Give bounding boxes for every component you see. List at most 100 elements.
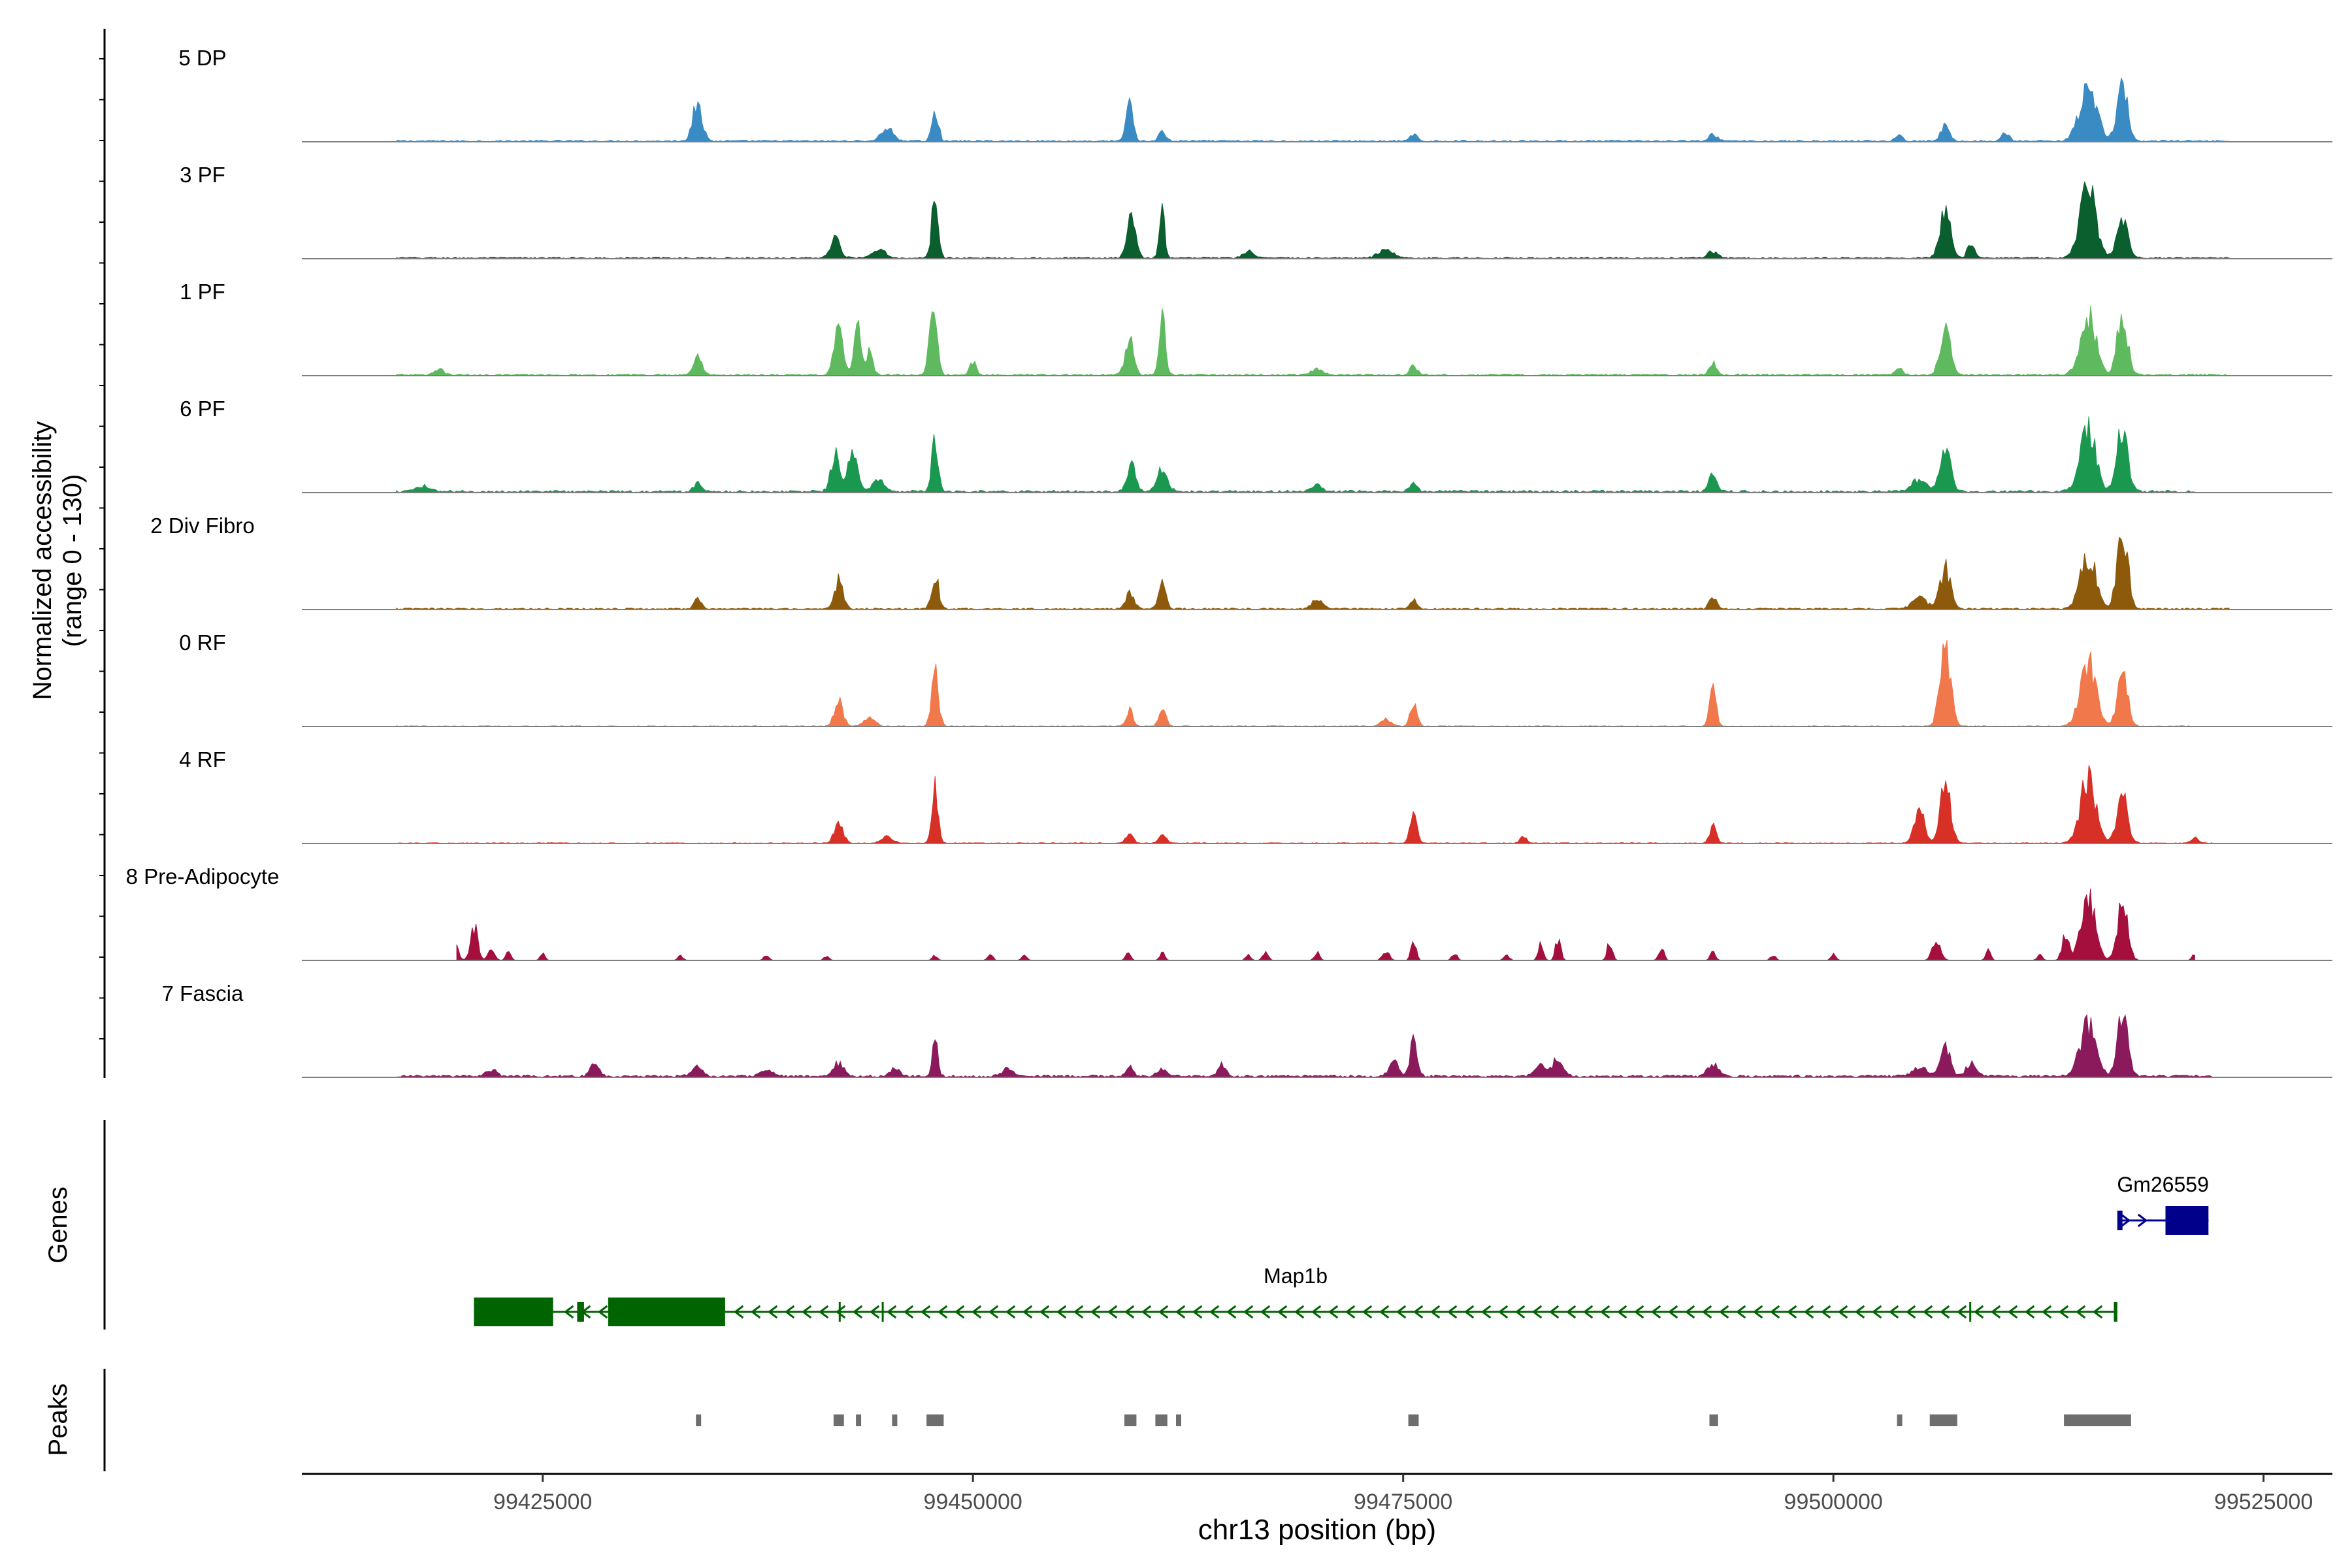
track-5-dp: 5 DP [178, 46, 2332, 142]
gene-strand-arrow [1396, 1305, 1407, 1319]
gene-gm26559: Gm26559 [2117, 1173, 2209, 1235]
track-0-rf: 0 RF [179, 630, 2332, 727]
gene-strand-arrow [1209, 1305, 1220, 1319]
gene-strand-arrow [886, 1305, 897, 1319]
gene-map1b: Map1b [474, 1264, 2117, 1326]
gene-strand-arrow [971, 1305, 982, 1319]
gene-label: Gm26559 [2117, 1173, 2209, 1196]
gene-strand-arrow [1141, 1305, 1152, 1319]
genes-panel: Genes Map1b Gm26559 [44, 1120, 2209, 1330]
gene-strand-arrow [1684, 1305, 1695, 1319]
track-label: 7 Fascia [162, 981, 244, 1005]
x-tick-label: 99425000 [493, 1490, 592, 1514]
gene-exon [2165, 1206, 2209, 1235]
gene-strand-arrow [801, 1305, 812, 1319]
x-tick-label: 99450000 [924, 1490, 1022, 1514]
gene-strand-arrow [1531, 1305, 1543, 1319]
x-axis: 99425000 99450000 99475000 99500000 99525000… [302, 1473, 2332, 1546]
track-label: 1 PF [180, 280, 225, 304]
gene-strand-arrow [1175, 1305, 1186, 1319]
track-label: 4 RF [179, 747, 226, 772]
gene-strand-arrow [1701, 1305, 1712, 1319]
gene-strand-arrow [1735, 1305, 1746, 1319]
track-4-rf: 4 RF [179, 747, 2332, 844]
gene-label: Map1b [1264, 1264, 1328, 1288]
coverage-y-label-line1: Normalized accessibility [28, 421, 57, 700]
peak-region [696, 1414, 702, 1426]
track-7-fascia: 7 Fascia [162, 981, 2332, 1078]
x-tick-label: 99500000 [1784, 1490, 1883, 1514]
gene-strand-arrow [1667, 1305, 1678, 1319]
peak-region [856, 1414, 862, 1426]
track-label: 8 Pre-Adipocyte [126, 864, 280, 889]
gene-strand-arrow [1888, 1305, 1899, 1319]
gene-strand-arrow [1260, 1305, 1271, 1319]
gene-strand-arrow [1871, 1305, 1882, 1319]
coverage-y-label-line2: (range 0 - 130) [58, 474, 87, 647]
peak-region [2064, 1414, 2131, 1426]
track-coverage-area [396, 1014, 2213, 1078]
track-1-pf: 1 PF [180, 280, 2332, 376]
gene-strand-arrow [954, 1305, 965, 1319]
x-axis-title: chr13 position (bp) [1198, 1514, 1436, 1546]
track-2-div-fibro: 2 Div Fibro [150, 514, 2332, 610]
track-coverage-area [396, 76, 2230, 142]
gene-strand-arrow [1294, 1305, 1305, 1319]
gene-strand-arrow [852, 1305, 863, 1319]
gene-strand-arrow [1413, 1305, 1424, 1319]
gene-strand-arrow [2092, 1305, 2103, 1319]
gene-strand-arrow [1073, 1305, 1084, 1319]
peaks-panel-label: Peaks [44, 1383, 73, 1456]
gene-strand-arrow [767, 1305, 778, 1319]
peak-region [1709, 1414, 1718, 1426]
track-coverage-area [396, 536, 2230, 610]
track-label: 3 PF [180, 163, 225, 187]
gene-strand-arrow [1565, 1305, 1576, 1319]
track-coverage-area [396, 305, 2230, 376]
gene-exon [881, 1302, 884, 1322]
gene-strand-arrow [1599, 1305, 1610, 1319]
peak-region [1408, 1414, 1419, 1426]
peak-region [833, 1414, 844, 1426]
x-tick-label: 99475000 [1354, 1490, 1452, 1514]
gene-strand-arrow [563, 1305, 574, 1319]
gene-exon [474, 1298, 553, 1326]
gene-strand-arrow [1633, 1305, 1644, 1319]
gene-strand-arrow [869, 1305, 880, 1319]
peak-region [1155, 1414, 1168, 1426]
gene-strand-arrow [1497, 1305, 1509, 1319]
gene-strand-arrow [1226, 1305, 1237, 1319]
gene-strand-arrow [1956, 1305, 1967, 1319]
gene-strand-arrow [1362, 1305, 1373, 1319]
gene-strand-arrow [835, 1305, 846, 1319]
gene-strand-arrow [1124, 1305, 1135, 1319]
track-label: 0 RF [179, 630, 226, 655]
gene-strand-arrow [1277, 1305, 1288, 1319]
gene-strand-arrow [2075, 1305, 2086, 1319]
coverage-y-ticks [99, 58, 105, 1039]
gene-strand-arrow [1990, 1305, 2001, 1319]
gene-strand-arrow [597, 1305, 608, 1319]
peak-region [926, 1414, 944, 1426]
gene-exon [2117, 1211, 2123, 1230]
peaks-panel: Peaks [44, 1369, 2131, 1471]
x-axis-ticks: 99425000 99450000 99475000 99500000 99525000 [493, 1474, 2313, 1514]
gene-strand-arrow [1854, 1305, 1865, 1319]
coverage-tracks: 5 DP 3 PF 1 PF 6 PF 2 Div Fibro 0 RF 4 RF 8 Pre… [126, 46, 2332, 1078]
gene-exon [2114, 1302, 2117, 1322]
track-coverage-area [396, 181, 2230, 259]
gene-strand-arrow [1973, 1305, 1984, 1319]
gene-exon [1969, 1302, 1972, 1322]
gene-strand-arrow [1582, 1305, 1593, 1319]
gene-strand-arrow [2024, 1305, 2035, 1319]
gene-strand-arrow [733, 1305, 744, 1319]
gene-exon [577, 1302, 584, 1322]
gene-strand-arrow [1922, 1305, 1933, 1319]
gene-strand-arrow [1345, 1305, 1356, 1319]
track-coverage-area [396, 765, 2213, 844]
peak-region [1176, 1414, 1181, 1426]
gene-strand-arrow [1107, 1305, 1118, 1319]
gene-models: Map1b Gm26559 [474, 1173, 2209, 1326]
track-label: 6 PF [180, 397, 225, 421]
